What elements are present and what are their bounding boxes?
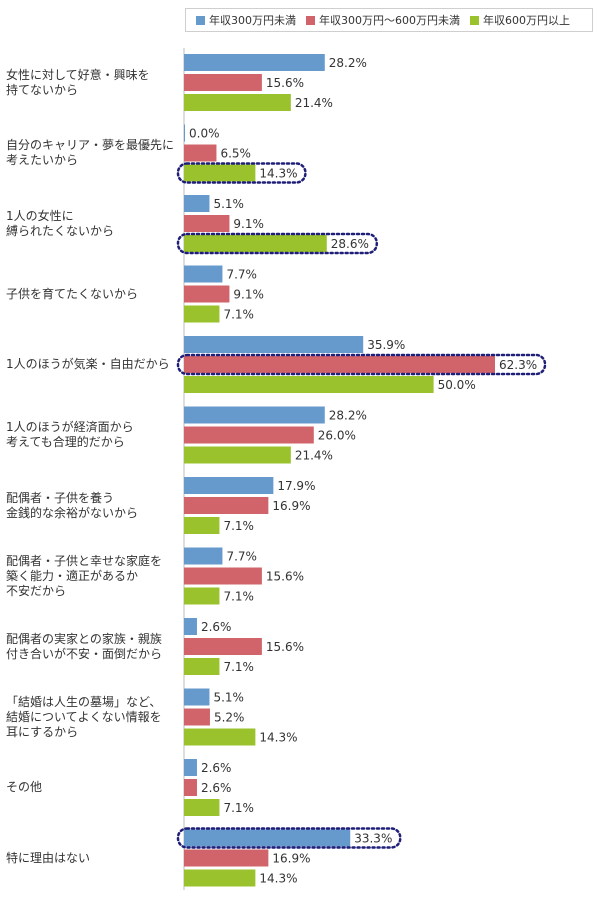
bar	[184, 779, 197, 796]
highlight-outline	[176, 162, 307, 184]
bar	[184, 124, 185, 142]
category-label: 子供を育てたくないから	[6, 286, 139, 301]
bar	[184, 54, 325, 71]
legend: 年収300万円未満 年収300万円～600万円未満 年収600万円以上	[185, 8, 593, 32]
value-label: 7.7%	[226, 268, 257, 282]
value-label: 62.3%	[499, 358, 537, 372]
value-label: 9.1%	[233, 288, 264, 302]
value-label: 2.6%	[201, 620, 232, 634]
value-label: 28.6%	[331, 237, 369, 251]
category-label: 自分のキャリア・夢を最優先に 考えたいから	[6, 138, 175, 167]
value-label: 14.3%	[259, 731, 297, 745]
value-label: 2.6%	[201, 761, 232, 775]
value-label: 16.9%	[272, 499, 310, 513]
value-label: 15.6%	[266, 570, 304, 584]
bar	[184, 638, 262, 655]
value-label: 17.9%	[277, 479, 315, 493]
bar	[184, 426, 314, 444]
bar	[184, 477, 274, 494]
value-label: 35.9%	[367, 338, 405, 352]
value-label: 50.0%	[438, 378, 476, 392]
category-label: 特に理由はない	[6, 850, 91, 865]
legend-item-300-600: 年収300万円～600万円未満	[306, 12, 460, 28]
value-label: 21.4%	[295, 96, 333, 110]
value-label: 9.1%	[233, 217, 264, 231]
legend-label-under-300: 年収300万円未満	[209, 14, 296, 27]
bar	[184, 728, 256, 746]
bar	[184, 618, 197, 635]
value-label: 7.1%	[223, 308, 254, 322]
bar	[184, 406, 325, 424]
bar	[184, 305, 220, 323]
bar	[184, 759, 197, 776]
category-label: 1人のほうが経済面から 考えても合理的だから	[6, 420, 134, 449]
value-label: 7.1%	[223, 590, 254, 604]
highlight-outline	[176, 353, 547, 376]
legend-swatch-blue	[196, 15, 205, 25]
bar	[184, 688, 210, 706]
bar	[184, 829, 351, 847]
bar	[184, 587, 220, 605]
value-label: 14.3%	[259, 167, 297, 181]
legend-item-over-600: 年収600万円以上	[470, 12, 570, 28]
highlight-outline	[176, 827, 402, 849]
category-label: その他	[6, 780, 43, 794]
bar	[184, 164, 256, 182]
value-label: 28.2%	[329, 409, 367, 423]
legend-swatch-green	[470, 15, 479, 25]
category-label: 「結婚は人生の墓場」など、 結婚についてよくない情報を 耳にするから	[6, 694, 162, 739]
bar	[184, 658, 220, 675]
bar	[184, 547, 223, 565]
value-label: 14.3%	[259, 872, 297, 886]
value-label: 6.5%	[220, 147, 251, 161]
value-label: 5.2%	[214, 711, 245, 725]
value-label: 16.9%	[272, 852, 310, 866]
legend-label-over-600: 年収600万円以上	[483, 14, 570, 27]
value-label: 33.3%	[354, 832, 392, 846]
category-label: 配偶者・子供を養う 金銭的な余裕がないから	[6, 490, 139, 520]
value-label: 26.0%	[318, 429, 356, 443]
legend-item-under-300: 年収300万円未満	[196, 12, 296, 28]
bar	[184, 265, 223, 283]
bar	[184, 446, 291, 464]
legend-label-300-600: 年収300万円～600万円未満	[319, 14, 460, 27]
bar	[184, 799, 220, 816]
bar	[184, 849, 269, 867]
bar	[184, 567, 262, 585]
value-label: 15.6%	[266, 640, 304, 654]
bar	[184, 74, 262, 91]
bar	[184, 336, 364, 353]
bar	[184, 285, 230, 303]
value-label: 5.1%	[213, 197, 244, 211]
value-label: 2.6%	[201, 781, 232, 795]
bar	[184, 497, 269, 514]
value-label: 7.1%	[223, 519, 254, 533]
value-label: 5.1%	[213, 691, 244, 705]
category-label: 配偶者・子供と幸せな家庭を 築く能力・適正があるか 不安だから	[6, 553, 163, 598]
bar	[184, 195, 210, 212]
bar	[184, 235, 327, 252]
category-label: 1人のほうが気楽・自由だから	[6, 357, 170, 371]
legend-swatch-red	[306, 15, 315, 25]
value-label: 21.4%	[295, 449, 333, 463]
bar	[184, 517, 220, 534]
bar	[184, 356, 495, 373]
value-label: 0.0%	[189, 127, 220, 141]
bar	[184, 215, 230, 232]
bar	[184, 708, 210, 726]
bar	[184, 869, 256, 887]
value-label: 28.2%	[329, 56, 367, 70]
category-label: 女性に対して好意・興味を 持てないから	[6, 67, 150, 97]
value-label: 7.1%	[223, 801, 254, 815]
value-label: 7.7%	[226, 550, 257, 564]
category-label: 1人の女性に 縛られたくないから	[6, 208, 115, 238]
value-label: 7.1%	[223, 660, 254, 674]
highlight-outline	[176, 232, 379, 255]
bar	[184, 376, 434, 393]
category-label: 配偶者の実家との家族・親族 付き合いが不安・面倒だから	[6, 631, 163, 661]
bar	[184, 94, 291, 111]
bar	[184, 144, 217, 162]
value-label: 15.6%	[266, 76, 304, 90]
